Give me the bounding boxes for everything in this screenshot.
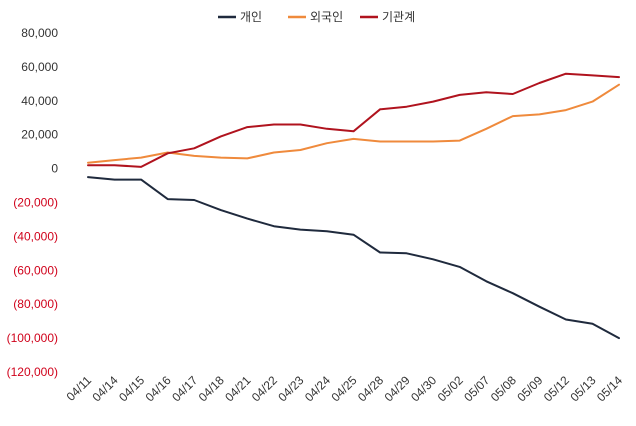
series-line-2 [87, 83, 620, 164]
y-tick-label: (60,000) [13, 263, 58, 277]
y-tick-label: (20,000) [13, 196, 58, 210]
y-tick-label: 40,000 [21, 94, 58, 108]
x-tick-label: 04/25 [328, 373, 359, 404]
y-tick-label: 20,000 [21, 128, 58, 142]
y-tick-label: 0 [51, 162, 58, 176]
y-axis: 80,000 60,000 40,000 20,000 0 (20,000) (40,000… [7, 26, 59, 379]
y-tick-label: (120,000) [7, 365, 58, 379]
x-tick-label: 05/02 [435, 373, 466, 404]
x-tick-label: 04/11 [64, 373, 95, 404]
legend-label: 기관계 [382, 10, 415, 24]
x-tick-label: 05/09 [514, 373, 545, 404]
legend-label: 개인 [240, 10, 262, 24]
x-tick-label: 04/22 [249, 373, 280, 404]
x-tick-label: 04/18 [196, 373, 227, 404]
legend-label: 외국인 [310, 10, 343, 24]
x-tick-label: 04/15 [116, 373, 147, 404]
y-tick-label: (80,000) [13, 297, 58, 311]
x-tick-label: 05/08 [488, 373, 519, 404]
series-line-3 [87, 72, 620, 168]
x-tick-label: 05/13 [567, 373, 598, 404]
y-tick-label: 80,000 [21, 26, 58, 40]
y-tick-label: (40,000) [13, 229, 58, 243]
x-tick-label: 04/30 [408, 373, 439, 404]
x-tick-label: 05/14 [594, 373, 625, 404]
x-tick-label: 04/17 [169, 373, 200, 404]
x-tick-label: 04/24 [302, 373, 333, 404]
x-tick-label: 05/12 [541, 373, 572, 404]
x-tick-label: 04/14 [90, 373, 121, 404]
y-tick-label: 60,000 [21, 60, 58, 74]
series-layer [87, 72, 620, 340]
x-tick-label: 04/16 [143, 373, 174, 404]
series-line-1 [87, 176, 620, 340]
x-tick-label: 04/23 [275, 373, 306, 404]
x-tick-label: 04/21 [222, 373, 253, 404]
x-axis: 04/1104/1404/1504/1604/1704/1804/2104/22… [64, 373, 626, 404]
y-tick-label: (100,000) [7, 331, 58, 345]
x-tick-label: 04/28 [355, 373, 386, 404]
x-tick-label: 05/07 [461, 373, 492, 404]
x-tick-label: 04/29 [382, 373, 413, 404]
legend: 개인 외국인 기관계 [218, 10, 415, 24]
